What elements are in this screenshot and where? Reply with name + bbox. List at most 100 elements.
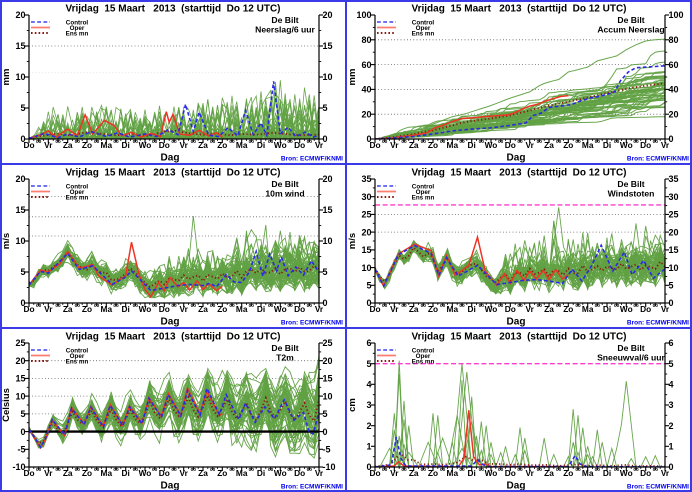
svg-text:Wo: Wo (274, 140, 287, 150)
svg-text:00: 00 (498, 139, 504, 145)
svg-text:Do: Do (23, 468, 34, 478)
svg-text:00: 00 (229, 303, 235, 309)
svg-text:15: 15 (361, 245, 371, 255)
svg-text:De Bilt: De Bilt (617, 15, 644, 25)
svg-text:Za: Za (409, 140, 419, 150)
svg-text:Dag: Dag (507, 317, 526, 328)
svg-text:00: 00 (113, 467, 119, 473)
svg-text:Windstoten: Windstoten (608, 189, 655, 199)
svg-text:10: 10 (361, 263, 371, 273)
svg-text:Zo: Zo (428, 468, 438, 478)
svg-text:10: 10 (15, 391, 25, 401)
svg-text:Di: Di (122, 468, 130, 478)
svg-text:Za: Za (63, 140, 73, 150)
svg-text:Zo: Zo (82, 468, 92, 478)
svg-text:Celsius: Celsius (1, 388, 12, 422)
svg-text:1: 1 (669, 442, 674, 452)
svg-text:Oper: Oper (70, 25, 85, 32)
svg-text:Do: Do (294, 468, 305, 478)
svg-text:00: 00 (459, 139, 465, 145)
svg-text:Di: Di (603, 140, 611, 150)
svg-text:00: 00 (440, 467, 446, 473)
svg-text:Wo: Wo (485, 468, 498, 478)
svg-text:Di: Di (257, 304, 265, 314)
svg-text:20: 20 (669, 227, 679, 237)
svg-text:Do: Do (159, 140, 170, 150)
svg-text:Vr: Vr (526, 140, 535, 150)
svg-text:Ma: Ma (236, 304, 248, 314)
svg-text:00: 00 (440, 303, 446, 309)
svg-text:00: 00 (191, 139, 197, 145)
svg-text:Di: Di (122, 304, 130, 314)
svg-text:00: 00 (307, 303, 313, 309)
svg-text:2: 2 (669, 421, 674, 431)
svg-text:m/s: m/s (347, 233, 358, 249)
svg-text:Ma: Ma (447, 140, 459, 150)
svg-text:00: 00 (307, 139, 313, 145)
svg-text:25: 25 (15, 338, 25, 348)
svg-text:Bron: ECMWF/KNMI: Bron: ECMWF/KNMI (281, 484, 343, 491)
svg-text:Wo: Wo (620, 140, 633, 150)
svg-text:Do: Do (23, 140, 34, 150)
svg-text:Ma: Ma (582, 140, 594, 150)
svg-text:00: 00 (287, 303, 293, 309)
svg-text:00: 00 (517, 467, 523, 473)
svg-text:Di: Di (603, 304, 611, 314)
svg-text:Di: Di (468, 468, 476, 478)
svg-text:Vr: Vr (661, 468, 670, 478)
svg-text:15: 15 (323, 41, 333, 51)
svg-text:Oper: Oper (416, 189, 431, 196)
svg-text:00: 00 (517, 303, 523, 309)
svg-text:00: 00 (287, 467, 293, 473)
svg-text:Zo: Zo (217, 304, 227, 314)
svg-text:00: 00 (459, 467, 465, 473)
svg-text:Vr: Vr (661, 140, 670, 150)
svg-text:Wo: Wo (139, 468, 152, 478)
svg-text:Ma: Ma (236, 468, 248, 478)
svg-text:2: 2 (366, 421, 371, 431)
svg-text:Ma: Ma (101, 468, 113, 478)
svg-text:00: 00 (75, 467, 81, 473)
svg-text:Ens mn: Ens mn (412, 359, 435, 366)
svg-text:0: 0 (20, 134, 25, 144)
svg-text:De Bilt: De Bilt (617, 179, 644, 189)
svg-text:Zo: Zo (82, 140, 92, 150)
svg-text:Ma: Ma (447, 304, 459, 314)
svg-text:Wo: Wo (485, 140, 498, 150)
svg-text:00: 00 (152, 303, 158, 309)
svg-text:Do: Do (369, 140, 380, 150)
svg-text:15: 15 (669, 245, 679, 255)
svg-text:Vr: Vr (180, 140, 189, 150)
svg-text:00: 00 (229, 467, 235, 473)
svg-text:15: 15 (323, 374, 333, 384)
svg-text:Vr: Vr (390, 304, 399, 314)
svg-text:Za: Za (63, 304, 73, 314)
svg-text:Vrijdag 15 Maart 2013 (sta: Vrijdag 15 Maart 2013 (starttijd Do 12 U… (65, 168, 280, 179)
svg-text:Za: Za (409, 468, 419, 478)
svg-text:Do: Do (159, 304, 170, 314)
svg-text:00: 00 (382, 139, 388, 145)
svg-text:00: 00 (556, 139, 562, 145)
svg-text:00: 00 (614, 303, 620, 309)
svg-text:25: 25 (323, 338, 333, 348)
svg-text:10: 10 (323, 236, 333, 246)
svg-text:Za: Za (63, 468, 73, 478)
svg-text:0: 0 (20, 298, 25, 308)
svg-text:20: 20 (323, 174, 333, 184)
svg-text:5: 5 (20, 103, 25, 113)
svg-text:10: 10 (669, 263, 679, 273)
svg-text:00: 00 (575, 303, 581, 309)
svg-text:20: 20 (361, 109, 371, 119)
svg-text:Zo: Zo (217, 140, 227, 150)
svg-text:00: 00 (94, 303, 100, 309)
svg-text:Za: Za (198, 140, 208, 150)
svg-text:00: 00 (440, 139, 446, 145)
svg-text:00: 00 (575, 139, 581, 145)
svg-text:35: 35 (361, 174, 371, 184)
svg-text:Vr: Vr (315, 468, 324, 478)
svg-text:Vrijdag 15 Maart 2013 (sta: Vrijdag 15 Maart 2013 (starttijd Do 12 U… (65, 332, 280, 343)
svg-text:00: 00 (479, 139, 485, 145)
svg-text:00: 00 (401, 467, 407, 473)
svg-text:Dag: Dag (507, 481, 526, 492)
svg-text:20: 20 (361, 227, 371, 237)
